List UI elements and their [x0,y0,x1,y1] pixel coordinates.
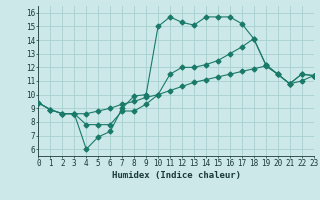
X-axis label: Humidex (Indice chaleur): Humidex (Indice chaleur) [111,171,241,180]
